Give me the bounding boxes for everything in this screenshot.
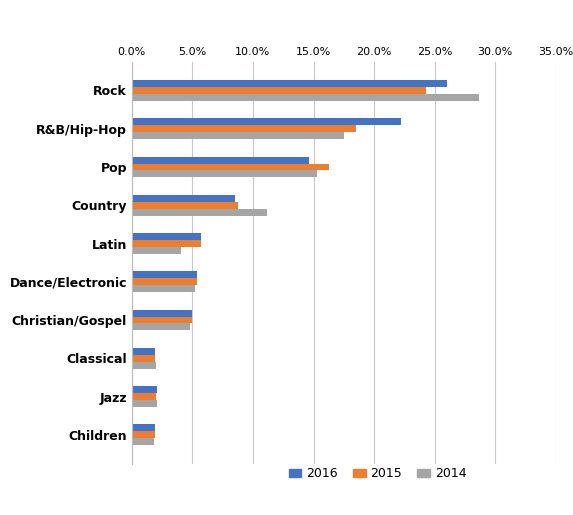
Bar [132,118,401,125]
Bar [132,317,193,323]
Bar [132,87,426,94]
Bar [132,247,182,254]
Bar [132,323,190,330]
Bar [132,80,447,87]
Bar [132,310,193,317]
Bar [132,362,156,369]
Bar [132,157,309,164]
Bar [132,94,480,101]
Bar [132,271,197,278]
Bar [132,348,155,355]
Bar [132,164,329,170]
Bar [132,285,195,292]
Bar [132,132,344,139]
Bar [132,432,155,438]
Bar [132,400,157,407]
Bar [132,195,235,202]
Bar [132,355,155,362]
Bar [132,202,238,209]
Bar [132,125,356,132]
Bar [132,278,197,285]
Legend: 2016, 2015, 2014: 2016, 2015, 2014 [284,462,472,485]
Bar [132,386,157,393]
Bar [132,209,268,216]
Bar [132,170,317,177]
Bar [132,233,201,240]
Bar [132,240,201,247]
Bar [132,393,156,400]
Bar [132,438,154,445]
Bar [132,424,155,432]
